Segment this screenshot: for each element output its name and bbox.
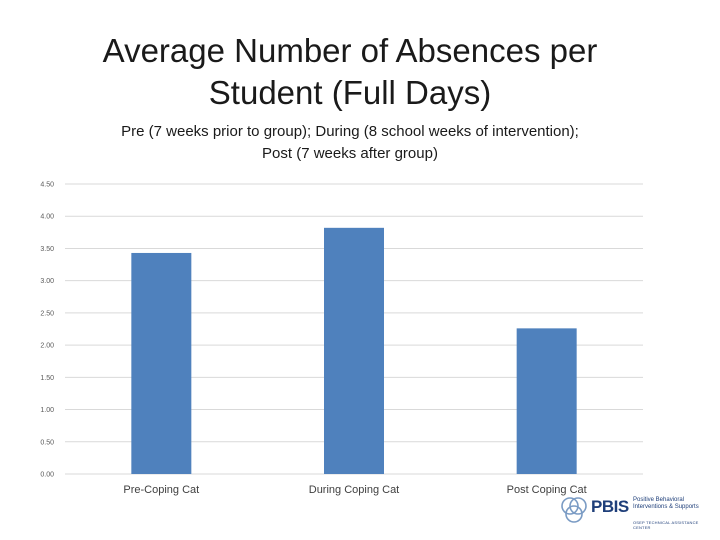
y-tick-label: 1.50 [40, 375, 54, 382]
bar [516, 328, 577, 474]
x-category-label: During Coping Cat [309, 484, 400, 496]
interlocking-circles-icon [561, 497, 587, 523]
y-tick-label: 2.50 [40, 310, 54, 317]
y-tick-label: 3.00 [40, 278, 54, 285]
y-tick-label: 3.50 [40, 246, 54, 253]
logo-wordmark: PBIS [591, 497, 629, 516]
chart-title: Average Number of Absences per Student (… [0, 30, 700, 114]
pbis-logo: PBIS Positive Behavioral Interventions &… [560, 494, 710, 530]
chart-title-line-2: Student (Full Days) [208, 74, 492, 111]
x-category-label: Post Coping Cat [507, 484, 587, 496]
y-tick-label: 2.00 [40, 343, 54, 350]
logo-tagline: Positive Behavioral Interventions & Supp… [633, 497, 699, 511]
y-tick-label: 0.00 [40, 472, 54, 479]
logo-tagline-line-1: Positive Behavioral [633, 497, 685, 503]
logo-tagline-line-2: Interventions & Supports [633, 504, 699, 510]
y-tick-label: 4.50 [40, 182, 54, 189]
bar [131, 252, 192, 474]
y-tick-label: 0.50 [40, 439, 54, 446]
chart-subtitle: Pre (7 weeks prior to group); During (8 … [0, 121, 700, 165]
y-tick-label: 1.00 [40, 407, 54, 414]
bar [324, 227, 384, 474]
logo-subline: OSEP TECHNICAL ASSISTANCE CENTER [633, 520, 699, 530]
chart-subtitle-line-1: Pre (7 weeks prior to group); During (8 … [121, 123, 579, 140]
chart-title-line-1: Average Number of Absences per [102, 32, 598, 69]
chart-subtitle-line-2: Post (7 weeks after group) [262, 145, 438, 162]
y-tick-label: 4.00 [40, 214, 54, 221]
x-category-label: Pre-Coping Cat [123, 484, 199, 496]
